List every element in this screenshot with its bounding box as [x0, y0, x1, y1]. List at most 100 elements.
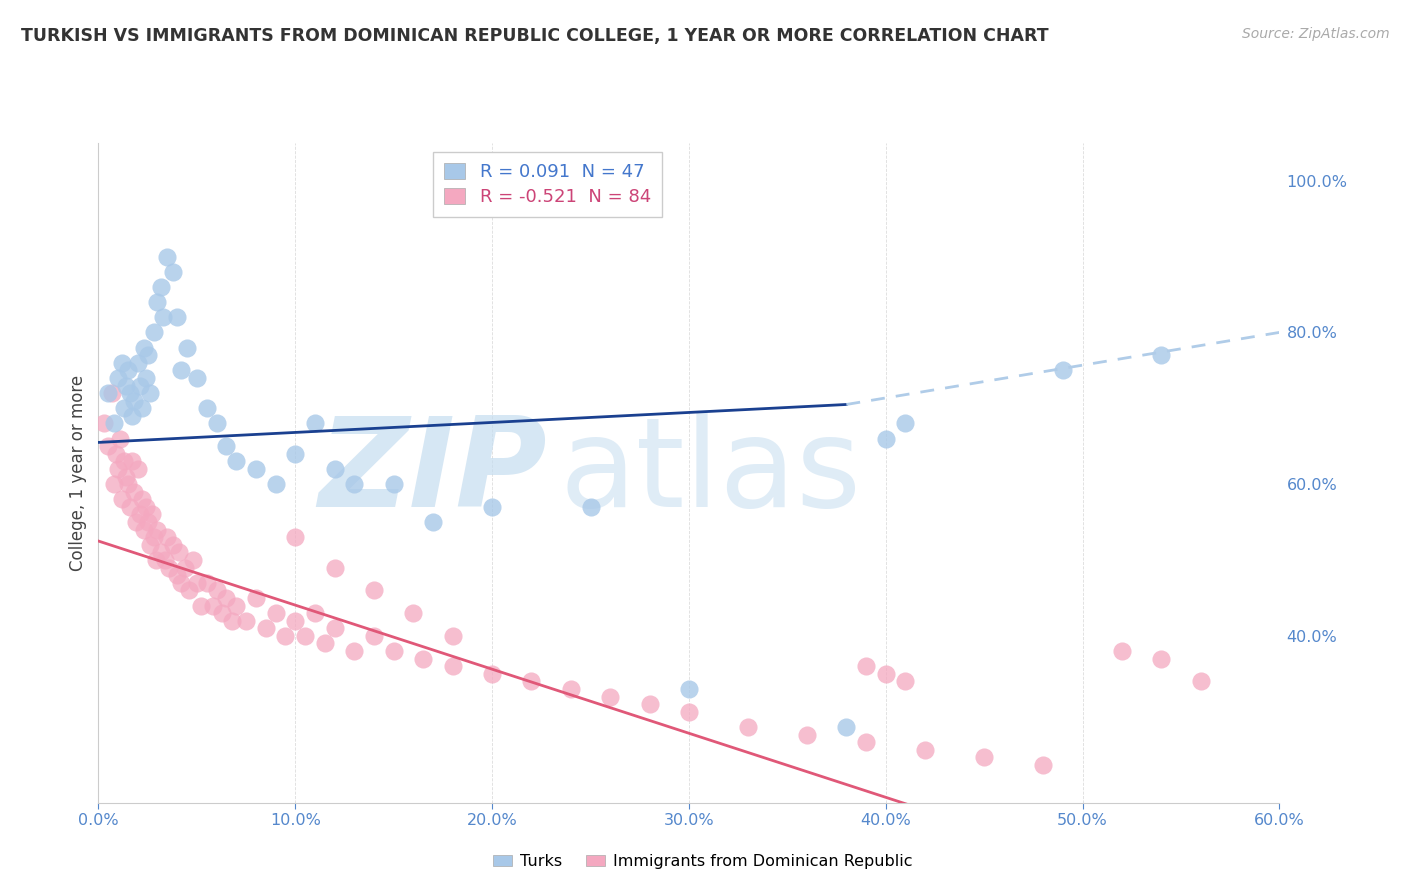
- Text: atlas: atlas: [560, 412, 860, 533]
- Point: [128, 378, 150, 392]
- Point: [294, 629, 316, 643]
- Point: [132, 341, 155, 355]
- Point: [221, 614, 243, 628]
- Point: [894, 674, 917, 689]
- Point: [412, 651, 434, 665]
- Point: [150, 280, 173, 294]
- Point: [166, 568, 188, 582]
- Point: [170, 575, 193, 590]
- Point: [115, 469, 138, 483]
- Point: [103, 477, 125, 491]
- Point: [135, 371, 157, 385]
- Point: [875, 666, 897, 681]
- Point: [107, 462, 129, 476]
- Point: [138, 386, 160, 401]
- Point: [186, 575, 208, 590]
- Point: [108, 432, 131, 446]
- Point: [264, 606, 287, 620]
- Point: [117, 363, 139, 377]
- Point: [166, 310, 188, 325]
- Point: [162, 265, 184, 279]
- Point: [481, 500, 503, 514]
- Point: [155, 553, 177, 567]
- Point: [323, 621, 346, 635]
- Point: [195, 401, 218, 416]
- Point: [157, 560, 180, 574]
- Point: [167, 545, 190, 559]
- Point: [162, 538, 184, 552]
- Point: [441, 659, 464, 673]
- Point: [170, 363, 193, 377]
- Point: [914, 742, 936, 756]
- Point: [111, 492, 134, 507]
- Point: [638, 697, 661, 711]
- Point: [181, 553, 204, 567]
- Point: [382, 644, 405, 658]
- Y-axis label: College, 1 year or more: College, 1 year or more: [69, 375, 87, 571]
- Point: [441, 629, 464, 643]
- Point: [274, 629, 297, 643]
- Point: [835, 720, 858, 734]
- Point: [135, 500, 157, 514]
- Point: [284, 530, 307, 544]
- Point: [156, 530, 179, 544]
- Point: [122, 484, 145, 499]
- Point: [422, 515, 444, 529]
- Point: [121, 454, 143, 468]
- Point: [264, 477, 287, 491]
- Point: [141, 508, 163, 522]
- Point: [174, 560, 197, 574]
- Point: [131, 492, 153, 507]
- Point: [145, 553, 167, 567]
- Legend: Turks, Immigrants from Dominican Republic: Turks, Immigrants from Dominican Republi…: [486, 847, 920, 875]
- Point: [146, 523, 169, 537]
- Point: [142, 530, 165, 544]
- Point: [314, 636, 336, 650]
- Point: [1111, 644, 1133, 658]
- Point: [122, 393, 145, 408]
- Point: [284, 447, 307, 461]
- Point: [215, 591, 238, 605]
- Point: [127, 462, 149, 476]
- Point: [678, 681, 700, 696]
- Point: [402, 606, 425, 620]
- Point: [186, 371, 208, 385]
- Point: [343, 477, 366, 491]
- Point: [156, 250, 179, 264]
- Point: [225, 454, 247, 468]
- Point: [107, 371, 129, 385]
- Point: [195, 575, 218, 590]
- Point: [343, 644, 366, 658]
- Point: [894, 417, 917, 431]
- Text: ZIP: ZIP: [319, 412, 547, 533]
- Point: [177, 583, 200, 598]
- Point: [136, 348, 159, 362]
- Point: [190, 599, 212, 613]
- Point: [176, 341, 198, 355]
- Point: [127, 356, 149, 370]
- Point: [205, 417, 228, 431]
- Point: [97, 439, 120, 453]
- Point: [136, 515, 159, 529]
- Point: [973, 750, 995, 764]
- Point: [146, 295, 169, 310]
- Point: [245, 591, 267, 605]
- Point: [481, 666, 503, 681]
- Point: [150, 545, 173, 559]
- Point: [245, 462, 267, 476]
- Point: [323, 462, 346, 476]
- Point: [111, 356, 134, 370]
- Point: [211, 606, 233, 620]
- Point: [855, 735, 877, 749]
- Point: [128, 508, 150, 522]
- Point: [117, 477, 139, 491]
- Point: [152, 310, 174, 325]
- Point: [599, 690, 621, 704]
- Point: [112, 454, 135, 468]
- Text: Source: ZipAtlas.com: Source: ZipAtlas.com: [1241, 27, 1389, 41]
- Text: TURKISH VS IMMIGRANTS FROM DOMINICAN REPUBLIC COLLEGE, 1 YEAR OR MORE CORRELATIO: TURKISH VS IMMIGRANTS FROM DOMINICAN REP…: [21, 27, 1049, 45]
- Point: [121, 409, 143, 423]
- Point: [105, 447, 128, 461]
- Point: [142, 326, 165, 340]
- Point: [101, 386, 124, 401]
